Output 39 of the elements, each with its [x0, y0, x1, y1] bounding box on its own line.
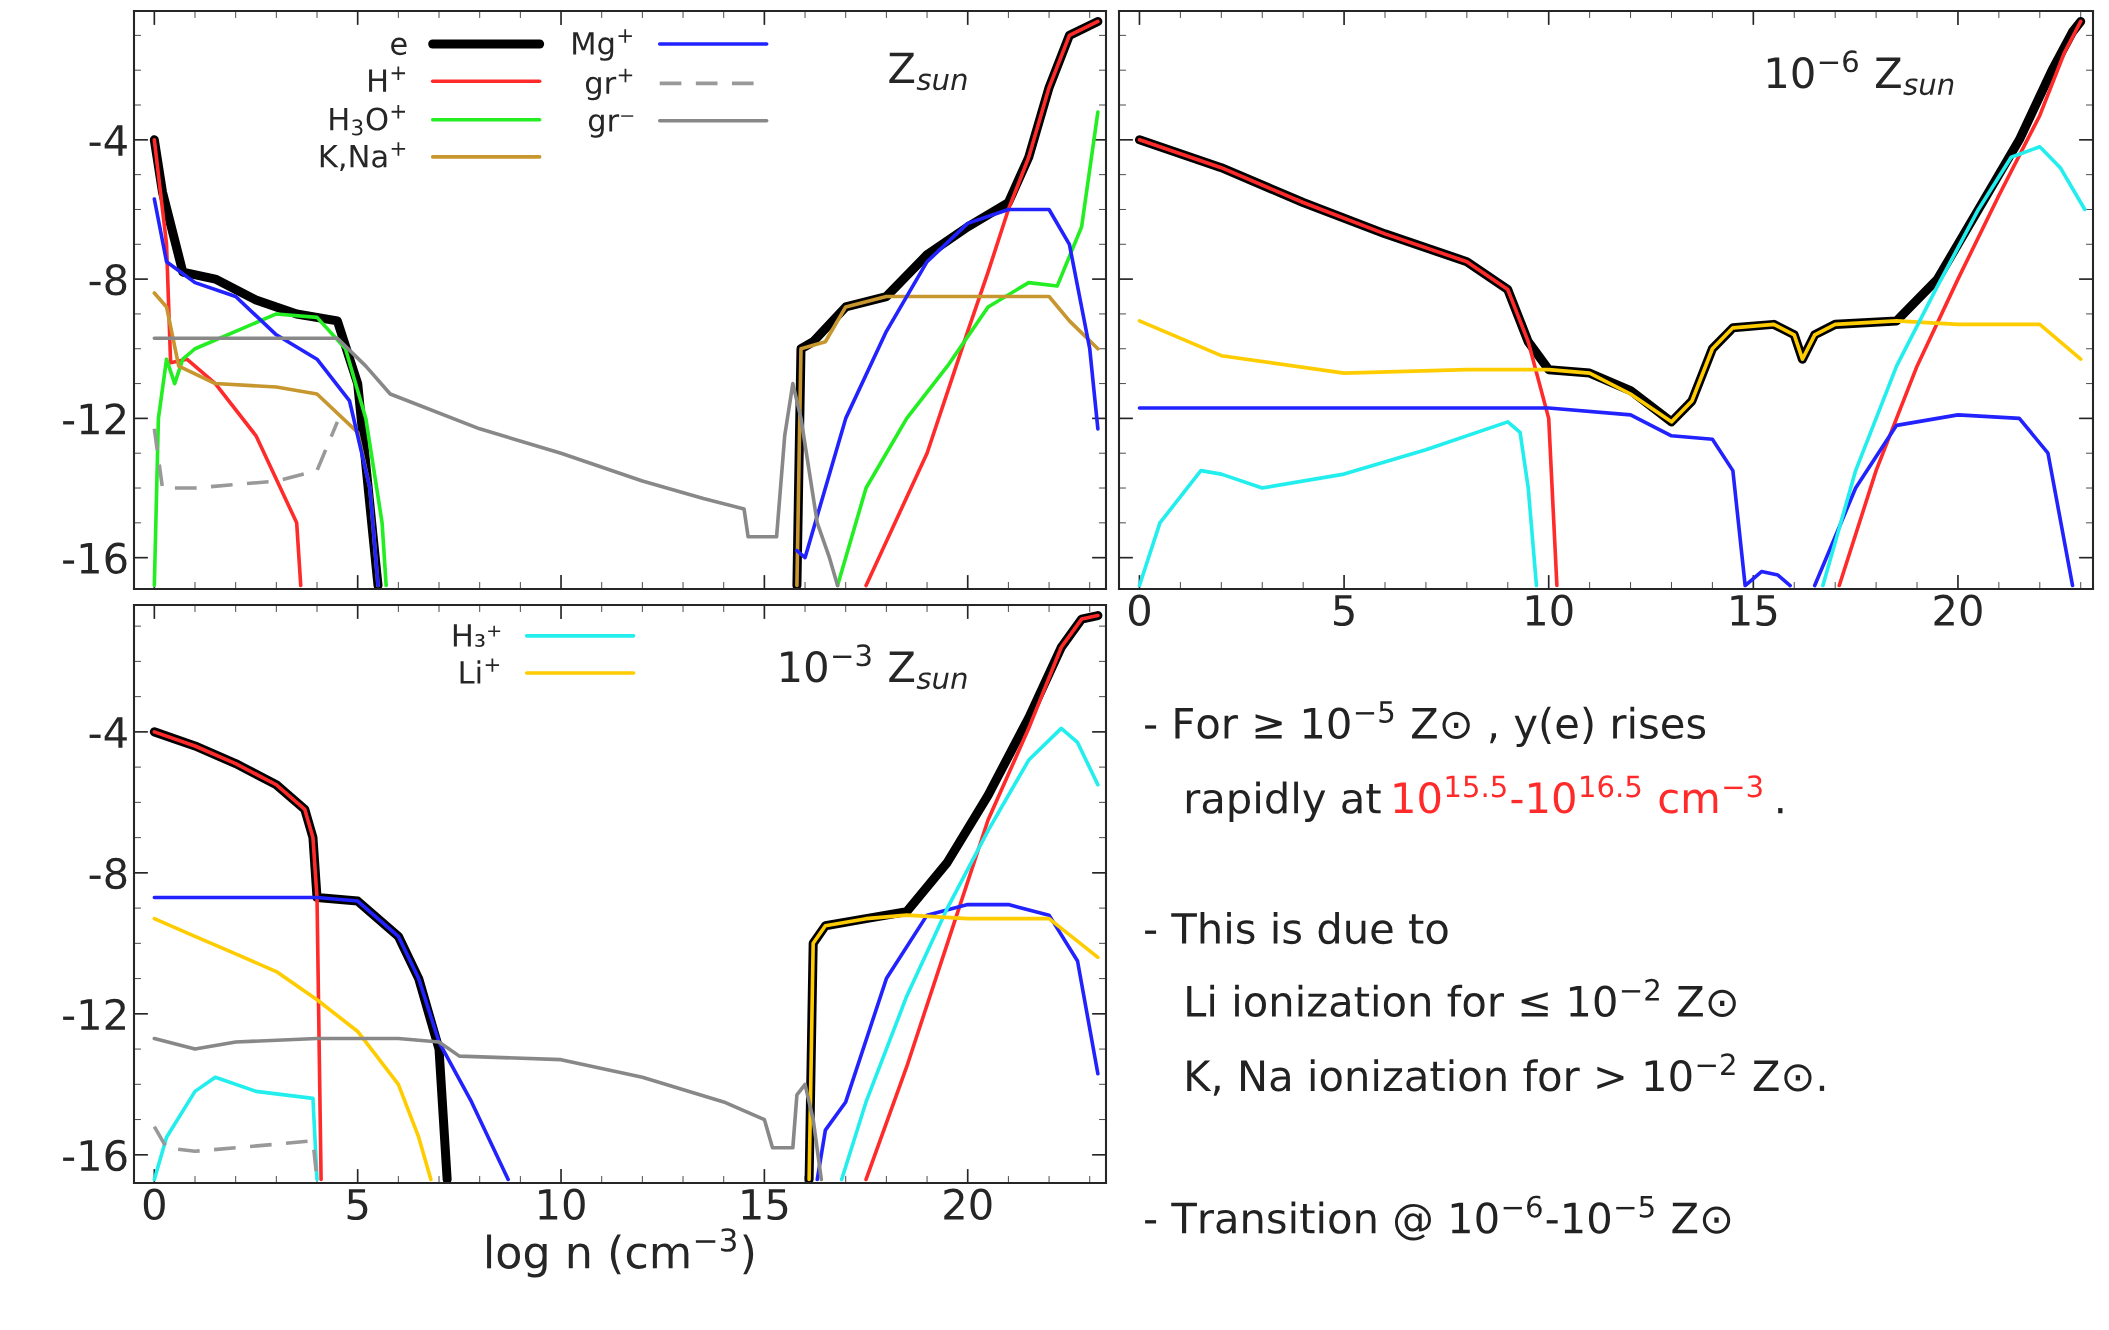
x-tick-label: 5 — [1334, 595, 1354, 627]
text: rapidly at — [1186, 781, 1381, 822]
text: - For ≥ 10$^{−5}$ Z⊙ , y(e) rises — [1145, 701, 1706, 748]
legend-label: H$^{+}$ — [369, 66, 406, 92]
y-tick-label: -8 — [89, 857, 127, 890]
x-tick-label: 0 — [143, 1188, 165, 1221]
y-tick-label: -4 — [89, 717, 127, 748]
legend-label: H₃⁺ — [453, 624, 501, 647]
text: 10$^{−6}$ Z$_{sun}$ — [1767, 50, 1954, 96]
y-tick-label: -16 — [63, 542, 127, 575]
text: - Transition @ 10$^{−6}$-10$^{−5}$ Z⊙ — [1145, 1195, 1731, 1241]
legend-label: K,Na$^{+}$ — [320, 142, 406, 171]
legend-label: gr$^{+}$ — [585, 68, 633, 101]
x-tick-label: 20 — [1934, 594, 1982, 627]
text: Z$_{sun}$ — [889, 52, 967, 91]
x-tick-label: 10 — [1526, 594, 1573, 627]
y-tick-label: -4 — [89, 125, 127, 156]
x-tick-label: 15 — [742, 1189, 788, 1221]
x-tick-label: 10 — [539, 1188, 585, 1221]
y-tick-label: -12 — [63, 998, 125, 1030]
x-tick-label: 0 — [1128, 594, 1150, 627]
legend-label: Mg$^{+}$ — [573, 29, 632, 61]
y-tick-label: -12 — [63, 403, 125, 435]
y-tick-label: -16 — [63, 1139, 127, 1172]
x-tick-label: 5 — [347, 1189, 368, 1221]
text: K, Na ionization for > 10$^{−2}$ Z⊙. — [1187, 1053, 1825, 1096]
text: 10$^{15.5}$-10$^{16.5}$ cm$^{−3}$ — [1394, 775, 1762, 814]
y-tick-label: -8 — [89, 264, 127, 296]
legend-label: Li$^{+}$ — [460, 658, 500, 684]
x-axis-title: log n (cm$^{−3}$) — [487, 1228, 754, 1278]
x-tick-label: 20 — [944, 1188, 992, 1221]
text: Li ionization for ≤ 10$^{−2}$ Z⊙ — [1187, 978, 1736, 1018]
text: 10$^{−3}$ Z$_{sun}$ — [781, 644, 967, 690]
legend-label: gr⁻ — [588, 114, 634, 138]
text: - This is due to — [1145, 911, 1448, 945]
text: . — [1778, 808, 1783, 814]
x-tick-label: 15 — [1731, 595, 1777, 627]
legend-label: e — [391, 37, 407, 56]
legend-label: H$_{3}$O$^{+}$ — [330, 105, 405, 136]
